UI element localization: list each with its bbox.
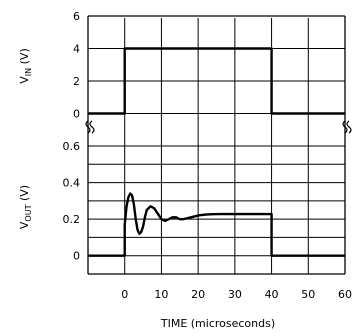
grid-layer (88, 15, 345, 274)
axis-break-right (342, 120, 352, 134)
vout-trace (88, 192, 345, 257)
y-tick-label: 2 (73, 75, 80, 88)
y-tick-label: 0.2 (63, 213, 81, 226)
x-axis-label: TIME (microseconds) (160, 317, 275, 330)
x-tick-label: 0 (121, 288, 128, 301)
x-tick-label: 10 (154, 288, 168, 301)
y-tick-label: 0.6 (63, 140, 81, 153)
y-tick-label: 4 (73, 43, 80, 56)
x-tick-label: 60 (338, 288, 352, 301)
y-tick-label: 0 (73, 108, 80, 121)
y-tick-label: 0.4 (63, 177, 81, 190)
x-tick-label: 40 (265, 288, 279, 301)
axis-break-left (85, 120, 95, 134)
vout-axis-label: VOUT (V) (18, 185, 33, 229)
y-tick-label: 6 (73, 10, 80, 23)
frame-layer (87, 15, 346, 275)
vin-axis-label: VIN (V) (18, 48, 33, 83)
y-tick-label: 0 (73, 250, 80, 263)
x-tick-label: 20 (191, 288, 205, 301)
x-tick-label: 30 (228, 288, 242, 301)
trace-layer (88, 47, 345, 257)
x-tick-label: 50 (301, 288, 315, 301)
vin-trace (88, 47, 345, 115)
